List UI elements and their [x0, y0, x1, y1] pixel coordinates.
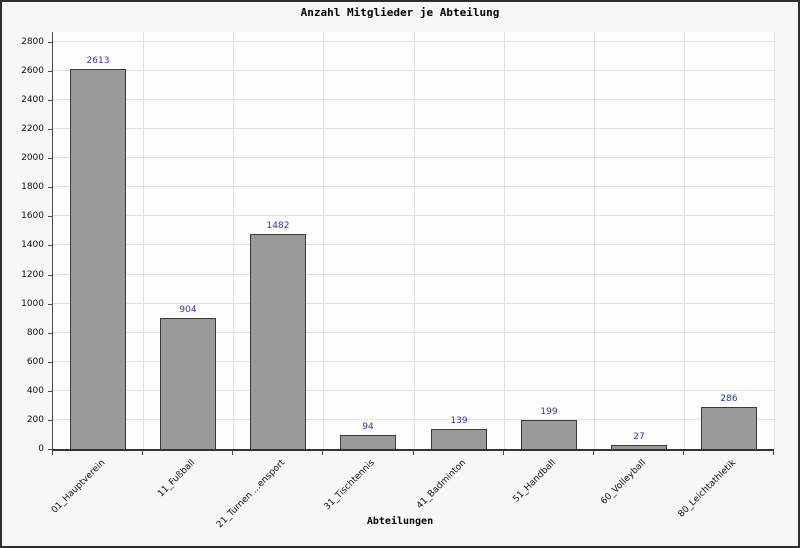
- y-tick-label: 2200: [21, 124, 44, 134]
- y-tick-mark: [48, 158, 52, 159]
- x-tick-mark: [232, 451, 233, 455]
- bar: [70, 69, 126, 449]
- y-tick-mark: [48, 449, 52, 450]
- x-tick-label: 31_Tischtennis: [322, 458, 378, 513]
- bar: [340, 435, 396, 449]
- y-gridline: [53, 128, 774, 129]
- y-gridline: [53, 361, 774, 362]
- x-gridline: [323, 32, 324, 449]
- x-tick-mark: [593, 451, 594, 455]
- bar: [250, 234, 306, 449]
- y-tick-mark: [48, 129, 52, 130]
- y-gridline: [53, 419, 774, 420]
- bar-value-label: 139: [450, 416, 468, 426]
- x-gridline: [414, 32, 415, 449]
- y-gridline: [53, 70, 774, 71]
- y-tick-mark: [48, 71, 52, 72]
- x-gridline: [774, 32, 775, 449]
- y-tick-mark: [48, 420, 52, 421]
- bar-value-label: 94: [362, 422, 374, 432]
- y-gridline: [53, 215, 774, 216]
- y-tick-mark: [48, 362, 52, 363]
- x-tick-label: 51_Handball: [511, 458, 559, 505]
- y-gridline: [53, 390, 774, 391]
- y-tick-label: 2400: [21, 95, 44, 105]
- bar: [521, 420, 577, 449]
- x-gridline: [143, 32, 144, 449]
- y-tick-mark: [48, 333, 52, 334]
- y-tick-label: 600: [26, 357, 44, 367]
- y-tick-label: 2000: [21, 153, 44, 163]
- x-tick-mark: [413, 451, 414, 455]
- y-gridline: [53, 332, 774, 333]
- x-tick-label: 60_Volleyball: [599, 458, 649, 507]
- y-tick-label: 2600: [21, 66, 44, 76]
- y-gridline: [53, 274, 774, 275]
- y-tick-label: 1800: [21, 182, 44, 192]
- y-tick-label: 0: [38, 444, 44, 454]
- y-tick-mark: [48, 304, 52, 305]
- bar-value-label: 904: [179, 305, 197, 315]
- x-tick-label: 01_Hauptverein: [49, 458, 108, 516]
- x-gridline: [594, 32, 595, 449]
- y-tick-label: 1400: [21, 240, 44, 250]
- x-gridline: [684, 32, 685, 449]
- bar: [160, 318, 216, 449]
- y-tick-mark: [48, 245, 52, 246]
- x-gridline: [504, 32, 505, 449]
- bar-value-label: 199: [540, 407, 558, 417]
- x-tick-mark: [322, 451, 323, 455]
- y-tick-mark: [48, 391, 52, 392]
- bar-value-label: 2613: [86, 56, 110, 66]
- y-gridline: [53, 41, 774, 42]
- plot-area: 2613 904 1482 94 139 199 27 286: [52, 32, 775, 451]
- y-gridline: [53, 186, 774, 187]
- y-tick-mark: [48, 42, 52, 43]
- x-tick-mark: [683, 451, 684, 455]
- x-tick-mark: [52, 451, 53, 455]
- x-tick-label: 80_Leichtathletik: [676, 458, 739, 520]
- x-tick-label: 11_Fußball: [155, 458, 198, 500]
- bar: [701, 407, 757, 449]
- x-tick-mark: [773, 451, 774, 455]
- x-tick-label: 41_Badminton: [414, 458, 469, 512]
- x-tick-mark: [142, 451, 143, 455]
- y-gridline: [53, 244, 774, 245]
- y-tick-mark: [48, 100, 52, 101]
- bar: [611, 445, 667, 449]
- y-tick-label: 400: [26, 386, 44, 396]
- y-tick-label: 1600: [21, 211, 44, 221]
- chart-title: Anzahl Mitglieder je Abteilung: [300, 6, 500, 19]
- y-tick-label: 200: [26, 415, 44, 425]
- y-tick-label: 1000: [21, 299, 44, 309]
- x-gridline: [233, 32, 234, 449]
- x-axis-title: Abteilungen: [366, 516, 434, 527]
- bar-value-label: 286: [720, 394, 738, 404]
- y-tick-mark: [48, 275, 52, 276]
- y-tick-mark: [48, 216, 52, 217]
- bar-value-label: 1482: [266, 221, 290, 231]
- y-tick-label: 2800: [21, 37, 44, 47]
- y-tick-label: 1200: [21, 270, 44, 280]
- y-tick-label: 800: [26, 328, 44, 338]
- y-gridline: [53, 99, 774, 100]
- x-tick-mark: [503, 451, 504, 455]
- bar: [431, 429, 487, 449]
- bar-value-label: 27: [633, 432, 645, 442]
- y-gridline: [53, 157, 774, 158]
- y-tick-mark: [48, 187, 52, 188]
- y-gridline: [53, 303, 774, 304]
